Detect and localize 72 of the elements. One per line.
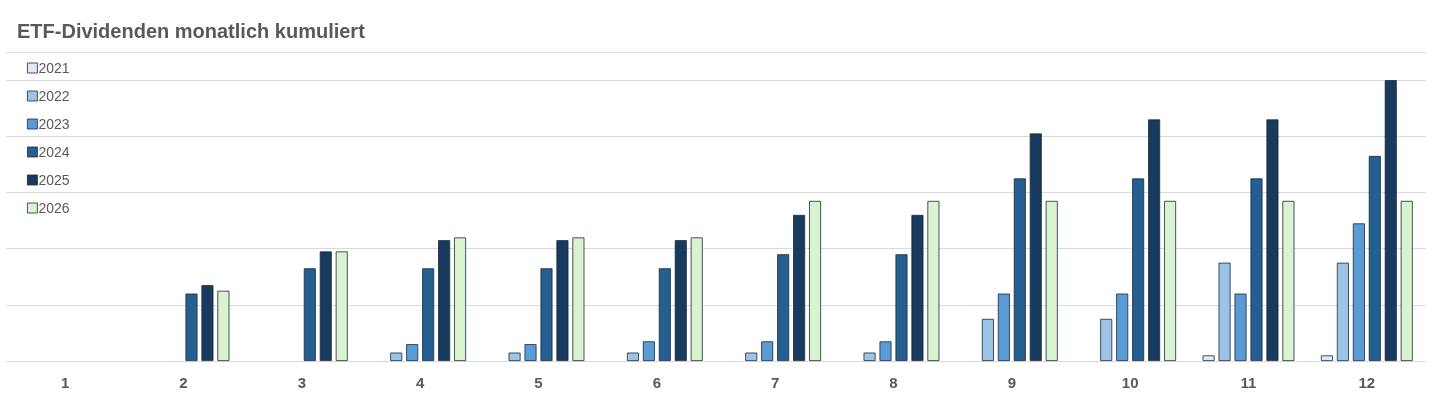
bar — [1352, 223, 1365, 361]
legend-label: 2026 — [38, 200, 70, 216]
x-tick-label: 5 — [534, 374, 543, 391]
bar — [303, 268, 316, 361]
bar — [335, 251, 348, 361]
bar — [879, 341, 892, 361]
legend-label: 2025 — [38, 172, 70, 188]
bar — [556, 240, 569, 361]
bar — [895, 254, 908, 361]
bar — [217, 290, 230, 361]
bar — [626, 352, 639, 361]
bar — [454, 237, 467, 361]
bar — [185, 293, 198, 361]
bar — [540, 268, 553, 361]
bar — [1202, 355, 1215, 361]
bar — [1320, 355, 1333, 361]
bar — [390, 352, 403, 361]
bar — [863, 352, 876, 361]
x-tick-label: 8 — [889, 374, 898, 391]
bar — [1282, 200, 1295, 361]
bar — [690, 237, 703, 361]
bar — [674, 240, 687, 361]
legend-label: 2022 — [38, 88, 70, 104]
bar — [777, 254, 790, 361]
bar — [422, 268, 435, 361]
bar — [793, 214, 806, 361]
bar — [438, 240, 451, 361]
bar — [1148, 119, 1161, 361]
bar — [1116, 293, 1129, 361]
bar — [1234, 293, 1247, 361]
bar — [406, 344, 419, 361]
x-tick-label: 6 — [652, 374, 662, 391]
legend-label: 2024 — [38, 144, 70, 160]
bar — [981, 318, 994, 361]
x-tick-label: 11 — [1240, 374, 1257, 391]
bar — [1045, 200, 1058, 361]
bar — [1368, 155, 1381, 361]
x-tick-label: 1 — [60, 374, 70, 391]
bar — [1164, 200, 1177, 361]
x-tick-label: 10 — [1121, 374, 1139, 391]
bar — [1400, 200, 1413, 361]
bar — [1218, 262, 1231, 361]
x-tick-label: 12 — [1358, 374, 1376, 391]
bar — [319, 251, 332, 361]
bar — [1132, 178, 1145, 361]
bar — [642, 341, 655, 361]
bar — [1336, 262, 1349, 361]
bar — [927, 200, 940, 361]
bar — [1384, 80, 1397, 361]
bar — [997, 293, 1010, 361]
bar — [745, 352, 758, 361]
legend-label: 2023 — [38, 116, 70, 132]
bar — [1013, 178, 1026, 361]
bar — [911, 214, 924, 361]
x-tick-label: 2 — [179, 374, 188, 391]
bar — [508, 352, 521, 361]
x-tick-label: 3 — [297, 374, 307, 391]
bar — [658, 268, 671, 361]
chart-title: ETF-Dividenden monatlich kumuliert — [17, 20, 366, 42]
bar — [572, 237, 585, 361]
bar — [524, 344, 537, 361]
bar — [761, 341, 774, 361]
bar — [1029, 133, 1042, 361]
legend-label: 2021 — [38, 60, 70, 76]
bar — [809, 200, 822, 361]
x-tick-label: 4 — [415, 374, 425, 391]
bar — [1250, 178, 1263, 361]
bar — [1100, 318, 1113, 361]
bar — [201, 285, 214, 361]
bar — [1266, 119, 1279, 361]
x-tick-label: 9 — [1007, 374, 1017, 391]
x-tick-label: 7 — [770, 374, 780, 391]
